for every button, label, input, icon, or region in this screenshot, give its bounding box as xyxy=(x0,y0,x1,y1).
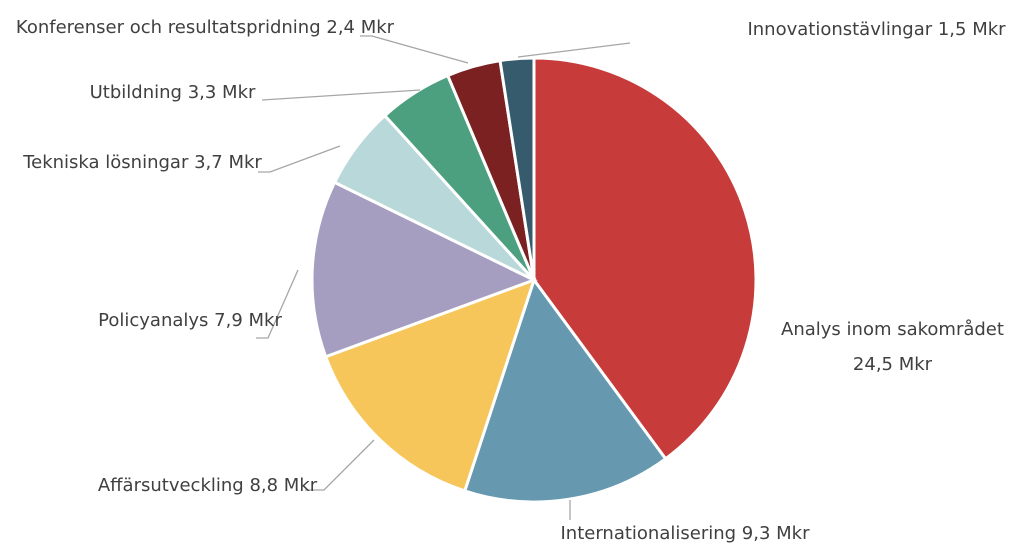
category-name: Konferenser och resultatspridning xyxy=(15,17,321,38)
category-name: Tekniska lösningar xyxy=(23,152,189,173)
pie-slice xyxy=(462,276,668,504)
value-label: 3,7 Mkr xyxy=(194,152,262,173)
category-name: Internationalisering xyxy=(560,523,737,544)
value-label: 9,3 Mkr xyxy=(741,523,810,544)
leader-line xyxy=(261,89,421,101)
pie-slice xyxy=(532,56,758,461)
slice-label: Innovationstävlingar 1,5 Mkr xyxy=(730,12,1023,47)
pie-slice xyxy=(323,277,537,493)
category-name: Analys inom sakområdet xyxy=(781,319,1004,340)
slice-label: Tekniska lösningar 3,7 Mkr xyxy=(10,145,275,180)
leader-line xyxy=(256,269,299,339)
leader-line xyxy=(517,42,631,58)
category-name: Policyanalys xyxy=(98,310,209,331)
value-label: 3,3 Mkr xyxy=(187,82,256,103)
slice-label: Konferenser och resultatspridning 2,4 Mk… xyxy=(5,10,405,45)
pie-slice xyxy=(498,56,536,281)
slice-label: Affärsutveckling 8,8 Mkr xyxy=(90,468,325,503)
category-name: Affärsutveckling xyxy=(97,475,244,496)
value-label: 7,9 Mkr xyxy=(214,310,282,331)
leader-line xyxy=(258,145,341,173)
slice-label: Policyanalys 7,9 Mkr xyxy=(90,303,290,338)
value-label: 2,4 Mkr xyxy=(326,17,395,38)
leader-line xyxy=(305,439,375,491)
pie-slice xyxy=(310,180,538,359)
value-label: 24,5 Mkr xyxy=(852,354,933,375)
slice-label: Analys inom sakområdet 24,5 Mkr xyxy=(760,312,1023,382)
value-label: 1,5 Mkr xyxy=(937,19,1006,40)
slice-label: Internationalisering 9,3 Mkr xyxy=(520,516,850,551)
leader-line xyxy=(360,35,469,64)
value-label: 8,8 Mkr xyxy=(249,475,318,496)
slice-label: Utbildning 3,3 Mkr xyxy=(60,75,285,110)
category-name: Utbildning xyxy=(89,82,182,103)
category-name: Innovationstävlingar xyxy=(747,19,933,40)
